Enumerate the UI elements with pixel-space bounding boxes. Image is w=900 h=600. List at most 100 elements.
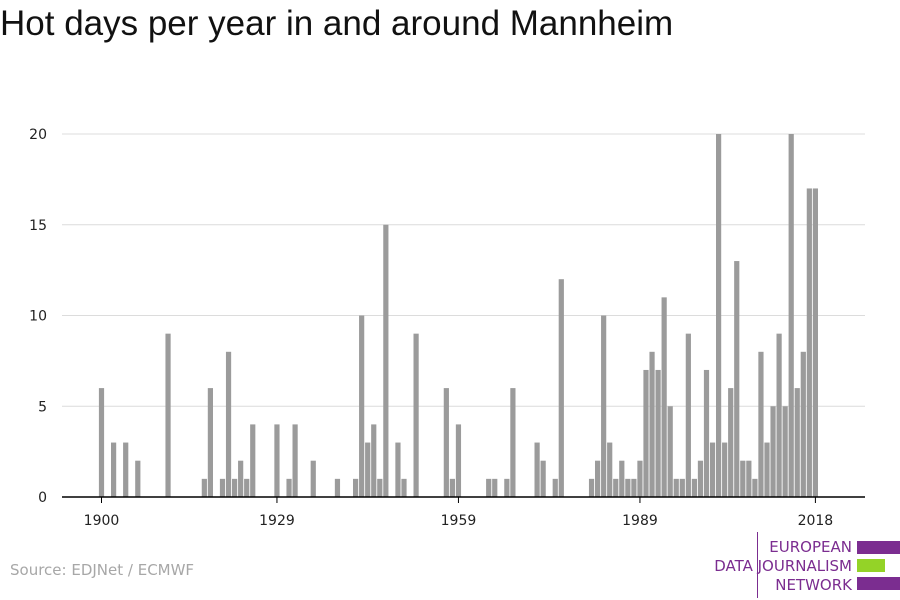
bar <box>540 460 546 497</box>
bar <box>504 478 510 497</box>
bar <box>794 388 800 497</box>
bar <box>619 460 625 497</box>
logo-bar-purple-bottom <box>857 577 900 590</box>
bar <box>679 478 685 497</box>
bar <box>310 460 316 497</box>
bar <box>238 460 244 497</box>
bars <box>98 134 818 497</box>
logo-bar-purple-top <box>857 541 900 554</box>
bar <box>286 478 292 497</box>
bar <box>334 478 341 497</box>
bar <box>534 442 540 497</box>
bar <box>631 478 637 497</box>
chart-title: Hot days per year in and around Mannheim <box>0 4 674 43</box>
bar <box>365 442 371 497</box>
bar <box>455 424 462 497</box>
bar <box>716 134 722 497</box>
y-tick-label: 10 <box>29 309 47 325</box>
bar <box>691 478 697 497</box>
bar <box>201 478 207 497</box>
bar <box>601 315 607 497</box>
x-tick-label: 2018 <box>798 513 834 529</box>
bar <box>740 460 746 497</box>
bar <box>552 478 558 497</box>
bar <box>764 442 770 497</box>
bar <box>292 424 298 497</box>
logo-line-network: NETWORK <box>775 576 852 594</box>
x-tick-label: 1900 <box>84 513 120 529</box>
bar <box>595 460 601 497</box>
gridlines <box>62 133 865 407</box>
x-tick-label: 1929 <box>259 513 295 529</box>
bar <box>776 333 782 497</box>
bar <box>637 460 643 497</box>
y-tick-label: 5 <box>38 399 47 415</box>
x-tick-label: 1959 <box>441 513 477 529</box>
bar <box>443 388 449 497</box>
bar <box>734 261 740 497</box>
y-tick-label: 0 <box>38 490 47 506</box>
bar <box>207 388 213 497</box>
bar <box>413 333 419 497</box>
bar <box>98 388 105 497</box>
bar <box>492 478 498 497</box>
bar <box>752 478 758 497</box>
logo-line-data-journalism: DATA JOURNALISM <box>714 557 852 575</box>
bar <box>722 442 728 497</box>
bar <box>244 478 250 497</box>
bar <box>685 333 691 497</box>
logo-bar-green <box>857 559 885 572</box>
bar <box>377 478 383 497</box>
bar <box>788 134 794 497</box>
bar <box>770 406 776 497</box>
bar <box>225 351 232 497</box>
bar <box>625 478 631 497</box>
edjnet-logo[interactable]: EUROPEAN DATA JOURNALISM NETWORK <box>700 530 900 600</box>
bar <box>607 442 613 497</box>
bar <box>123 442 129 497</box>
bar <box>359 315 365 497</box>
bar <box>667 406 673 497</box>
x-axis-ticks: 1900 1929 1959 1989 2018 <box>84 497 834 529</box>
bar <box>655 369 661 497</box>
bar <box>709 442 716 497</box>
source-note: Source: EDJNet / ECMWF <box>10 561 195 579</box>
logo-text: EUROPEAN DATA JOURNALISM NETWORK <box>714 538 852 595</box>
bar <box>401 478 407 497</box>
bar <box>649 351 655 497</box>
bar <box>673 478 679 497</box>
y-axis-ticks: 0 5 10 15 20 <box>29 127 47 506</box>
bar <box>558 279 564 497</box>
bar <box>697 460 704 497</box>
bar <box>135 460 141 497</box>
bar <box>510 388 516 497</box>
bar <box>812 188 818 497</box>
logo-line-european: EUROPEAN <box>769 538 852 556</box>
bar <box>728 388 734 497</box>
bar <box>232 478 238 497</box>
bar <box>353 478 359 497</box>
bar <box>395 442 401 497</box>
bar <box>219 478 226 497</box>
bar <box>165 333 171 497</box>
y-tick-label: 20 <box>29 127 47 143</box>
bar <box>643 369 649 497</box>
bar <box>588 478 595 497</box>
bar <box>746 460 752 497</box>
bar <box>703 369 710 497</box>
bar <box>800 351 806 497</box>
bar <box>111 442 117 497</box>
x-tick-label: 1989 <box>622 513 658 529</box>
bar <box>371 424 377 497</box>
bar <box>486 478 492 497</box>
bar <box>383 224 389 497</box>
bar <box>758 351 764 497</box>
bar <box>449 478 455 497</box>
bar <box>274 424 280 497</box>
logo-divider <box>757 532 758 598</box>
bar <box>806 188 812 497</box>
bar <box>661 297 667 497</box>
bar <box>613 478 619 497</box>
y-tick-label: 15 <box>29 218 47 234</box>
